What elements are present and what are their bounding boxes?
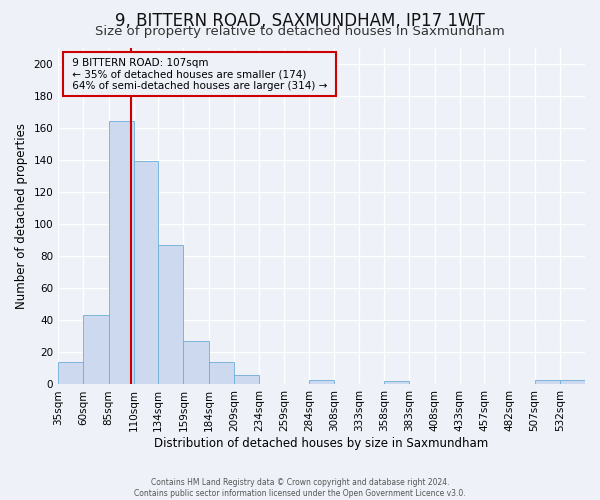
X-axis label: Distribution of detached houses by size in Saxmundham: Distribution of detached houses by size … xyxy=(154,437,489,450)
Bar xyxy=(209,362,234,384)
Bar xyxy=(535,380,560,384)
Bar xyxy=(234,375,259,384)
Y-axis label: Number of detached properties: Number of detached properties xyxy=(15,123,28,309)
Bar xyxy=(58,362,83,384)
Text: Size of property relative to detached houses in Saxmundham: Size of property relative to detached ho… xyxy=(95,25,505,38)
Text: Contains HM Land Registry data © Crown copyright and database right 2024.
Contai: Contains HM Land Registry data © Crown c… xyxy=(134,478,466,498)
Bar xyxy=(384,381,409,384)
Text: 9 BITTERN ROAD: 107sqm 
 ← 35% of detached houses are smaller (174) 
 64% of sem: 9 BITTERN ROAD: 107sqm ← 35% of detached… xyxy=(69,58,331,91)
Bar xyxy=(310,380,334,384)
Bar xyxy=(134,162,158,384)
Bar xyxy=(184,341,209,384)
Bar xyxy=(560,380,585,384)
Bar xyxy=(109,122,134,384)
Bar xyxy=(158,245,184,384)
Bar xyxy=(83,316,109,384)
Text: 9, BITTERN ROAD, SAXMUNDHAM, IP17 1WT: 9, BITTERN ROAD, SAXMUNDHAM, IP17 1WT xyxy=(115,12,485,30)
